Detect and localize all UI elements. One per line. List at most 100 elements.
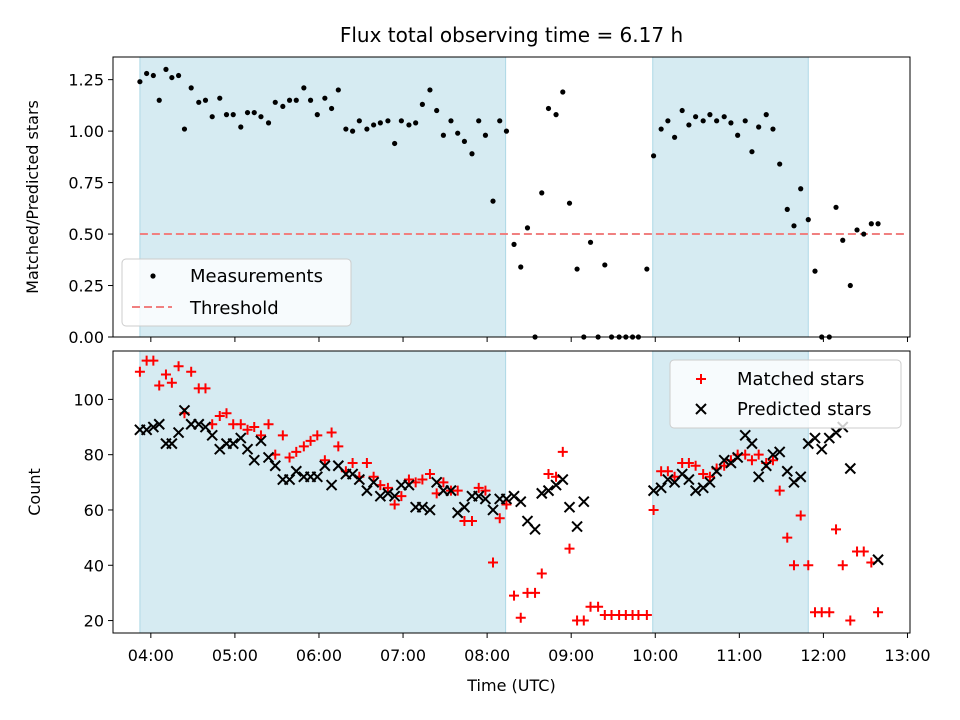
- matched-star-point: [683, 457, 694, 468]
- matched-star-point: [641, 610, 652, 621]
- predicted-star-point: [571, 520, 583, 533]
- count-points: [134, 355, 884, 626]
- matched-star-point: [845, 615, 856, 626]
- measurement-point: [735, 132, 741, 138]
- matched-star-point: [389, 499, 400, 510]
- legend-matched-label: Matched stars: [737, 369, 864, 390]
- measurement-point: [175, 72, 182, 79]
- predicted-star-point: [199, 421, 212, 433]
- predicted-star-point: [153, 418, 165, 430]
- matched-star-point: [662, 466, 673, 477]
- predicted-star-point: [746, 437, 758, 450]
- measurement-point: [377, 120, 383, 126]
- matched-star-point: [837, 560, 848, 571]
- predicted-star-point: [325, 479, 338, 491]
- legend-matched-marker: [696, 374, 706, 384]
- matched-star-point: [740, 449, 751, 460]
- matched-star-point: [214, 410, 225, 421]
- measurement-point: [665, 118, 671, 124]
- matched-star-point: [593, 601, 604, 612]
- matched-star-point: [873, 607, 884, 618]
- measurement-point: [196, 99, 202, 105]
- measurement-point: [566, 200, 573, 206]
- measurement-point: [854, 227, 860, 233]
- predicted-star-point: [718, 454, 730, 466]
- y-tick-label: 0.75: [68, 174, 104, 193]
- measurement-point: [328, 105, 335, 112]
- matched-star-point: [200, 383, 211, 394]
- matched-star-point: [438, 477, 449, 488]
- ratio-panel: 0.00 0.25 0.50 0.75 1.00 1.25 Flux total obse…: [23, 23, 911, 347]
- matched-star-point: [263, 419, 274, 430]
- matched-star-point: [186, 366, 197, 377]
- predicted-star-point: [662, 473, 674, 486]
- x-tick-label: 09:00: [548, 646, 594, 665]
- measurement-point: [539, 190, 545, 196]
- measurement-point: [343, 126, 349, 132]
- predicted-star-point: [739, 429, 751, 442]
- measurement-point: [476, 118, 482, 124]
- x-tick-label: 07:00: [380, 646, 426, 665]
- legend-predicted-marker: [695, 403, 707, 415]
- matched-star-point: [767, 455, 778, 466]
- matched-star-point: [368, 471, 379, 482]
- matched-star-point: [417, 474, 428, 485]
- matched-star-point: [166, 377, 177, 388]
- measurement-point: [137, 79, 143, 85]
- predicted-star-point: [353, 473, 366, 486]
- measurement-point: [188, 85, 194, 91]
- y-tick-label: 1.00: [68, 122, 104, 141]
- measurement-point: [209, 114, 215, 120]
- matched-star-point: [536, 568, 547, 579]
- measurement-point: [644, 266, 650, 272]
- measurement-point: [293, 97, 299, 103]
- y-tick-label: 0.50: [68, 225, 104, 244]
- matched-star-point: [509, 590, 520, 601]
- measurement-point: [503, 128, 510, 134]
- predicted-star-point: [563, 501, 576, 513]
- measurement-point: [335, 87, 341, 93]
- x-tick-label: 04:00: [128, 646, 174, 665]
- x-tick-label: 12:00: [800, 646, 846, 665]
- measurement-point: [455, 130, 461, 136]
- measurement-point: [392, 140, 398, 147]
- measurement-point: [286, 97, 293, 103]
- measurement-point: [217, 95, 223, 101]
- matched-star-point: [221, 408, 232, 419]
- matched-star-point: [424, 469, 435, 480]
- measurement-point: [364, 126, 370, 132]
- predicted-star-point: [166, 437, 178, 450]
- matched-star-point: [698, 469, 709, 480]
- matched-star-point: [242, 424, 253, 435]
- predicted-star-point: [269, 460, 281, 472]
- matched-star-point: [154, 380, 165, 391]
- y-tick-label: 0.25: [68, 277, 104, 296]
- predicted-star-point: [473, 490, 485, 502]
- measurement-point: [419, 101, 425, 107]
- measurement-point: [163, 66, 169, 72]
- predicted-star-point: [500, 493, 513, 505]
- measurement-point: [469, 151, 475, 157]
- predicted-star-point: [445, 484, 457, 497]
- measurement-point: [301, 85, 307, 91]
- matched-star-point: [557, 446, 568, 457]
- measurement-point: [791, 223, 797, 229]
- measurement-point: [840, 237, 846, 243]
- measurement-point: [770, 126, 776, 132]
- measurement-point: [553, 112, 559, 118]
- predicted-star-point: [241, 443, 254, 455]
- count-panel: 20 40 60 80 100 04:00 05:00 06:00 07:00 08:00 09:…: [25, 350, 931, 695]
- predicted-star-point: [227, 437, 239, 450]
- predicted-star-point: [290, 465, 302, 477]
- count-axes-frame: [112, 350, 911, 634]
- predicted-star-point: [515, 495, 527, 508]
- predicted-star-point: [403, 479, 415, 491]
- ratio-y-ticks: 0.00 0.25 0.50 0.75 1.00 1.25: [68, 71, 113, 347]
- legend-box: [121, 258, 352, 327]
- predicted-star-point: [844, 462, 857, 475]
- matched-star-point: [249, 422, 260, 433]
- matched-star-point: [782, 532, 793, 543]
- measurement-point: [272, 99, 278, 105]
- measurement-point: [461, 138, 468, 145]
- predicted-star-point: [248, 454, 260, 466]
